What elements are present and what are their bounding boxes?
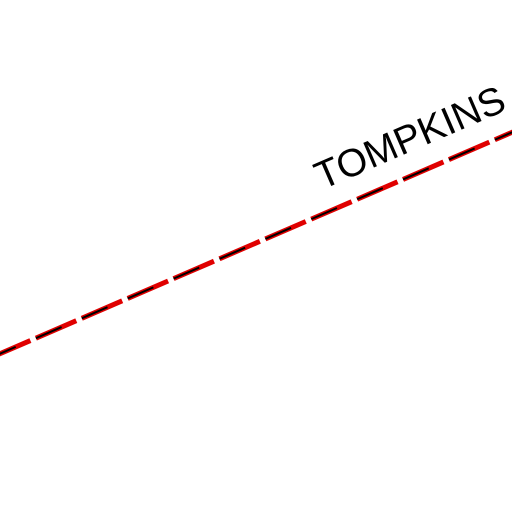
county-boundary-line bbox=[0, 129, 512, 357]
county-label-tompkins: TOMPKINS bbox=[308, 78, 511, 198]
county-boundary-red-stroke bbox=[0, 129, 512, 357]
